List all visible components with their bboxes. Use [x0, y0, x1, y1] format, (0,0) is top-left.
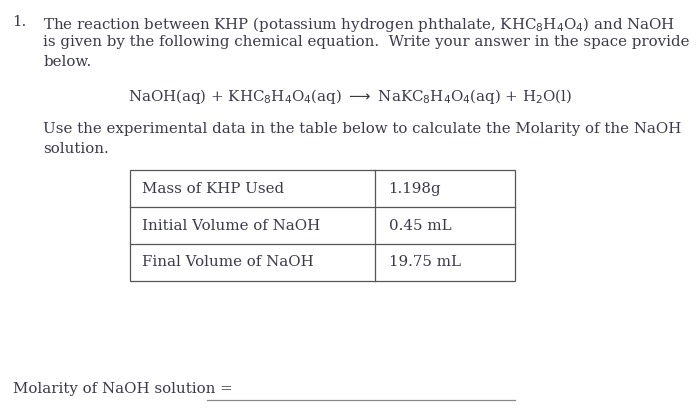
Text: 0.45 mL: 0.45 mL: [389, 218, 451, 233]
Text: NaOH(aq) + KHC$_8$H$_4$O$_4$(aq) $\longrightarrow$ NaKC$_8$H$_4$O$_4$(aq) + H$_2: NaOH(aq) + KHC$_8$H$_4$O$_4$(aq) $\longr…: [128, 87, 572, 106]
Text: Use the experimental data in the table below to calculate the Molarity of the Na: Use the experimental data in the table b…: [43, 121, 682, 136]
Text: below.: below.: [43, 55, 92, 69]
Text: solution.: solution.: [43, 142, 109, 156]
Text: is given by the following chemical equation.  Write your answer in the space pro: is given by the following chemical equat…: [43, 35, 690, 49]
Bar: [130, 170, 514, 281]
Text: 1.198g: 1.198g: [389, 181, 441, 196]
Text: 1.: 1.: [13, 15, 27, 29]
Text: The reaction between KHP (potassium hydrogen phthalate, KHC$_8$H$_4$O$_4$) and N: The reaction between KHP (potassium hydr…: [43, 15, 676, 34]
Text: Mass of KHP Used: Mass of KHP Used: [142, 181, 284, 196]
Text: 19.75 mL: 19.75 mL: [389, 255, 461, 270]
Text: Initial Volume of NaOH: Initial Volume of NaOH: [142, 218, 321, 233]
Text: Molarity of NaOH solution =: Molarity of NaOH solution =: [13, 382, 237, 396]
Text: Final Volume of NaOH: Final Volume of NaOH: [142, 255, 314, 270]
